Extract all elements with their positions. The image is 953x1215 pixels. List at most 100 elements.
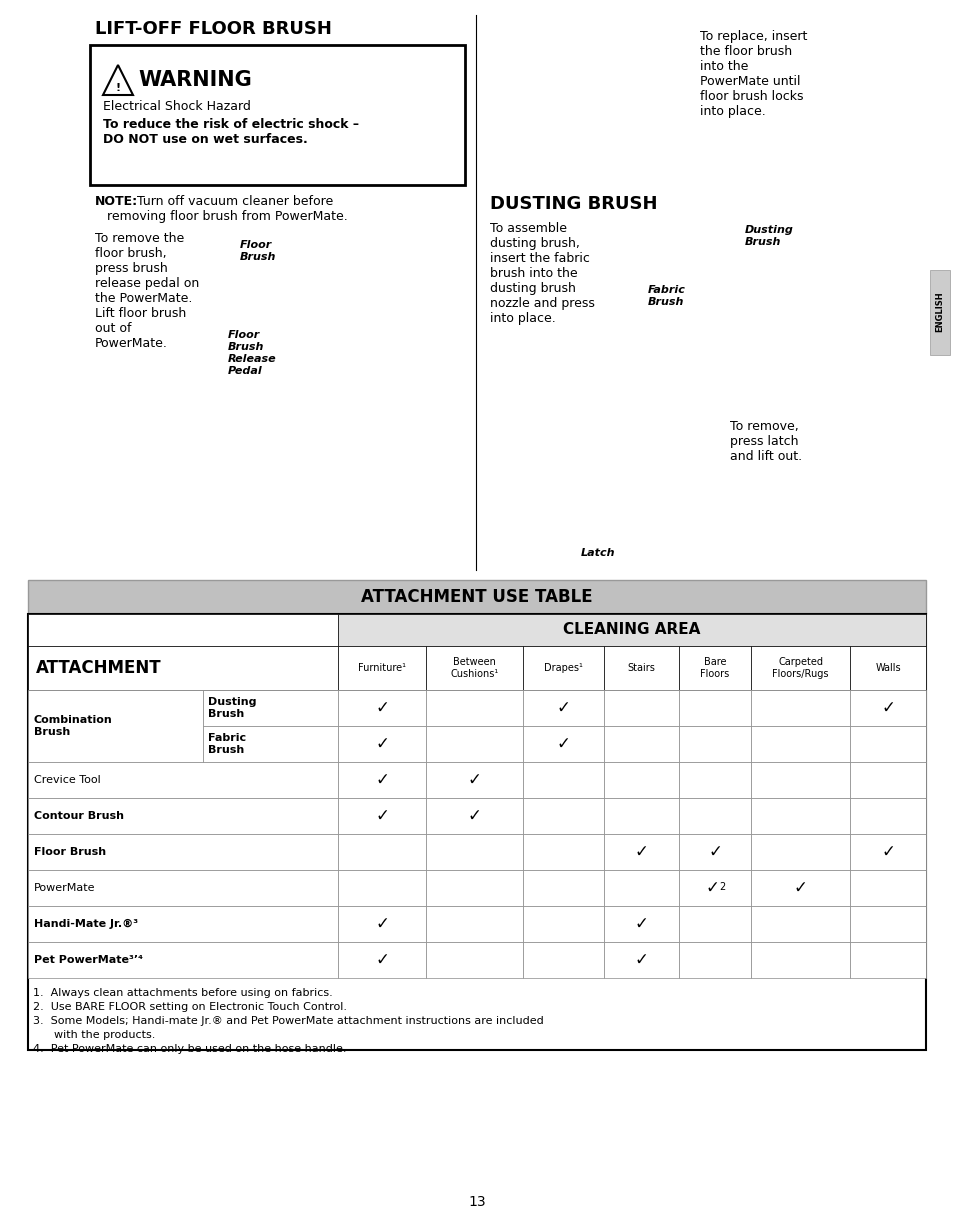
Text: Release: Release [228, 354, 276, 364]
Text: floor brush locks: floor brush locks [700, 90, 802, 103]
Bar [522, 690, 603, 727]
Bar [849, 942, 925, 978]
Bar [849, 762, 925, 798]
Bar [679, 870, 750, 906]
Bar [603, 906, 679, 942]
Text: ✓: ✓ [375, 951, 389, 970]
Text: into place.: into place. [700, 104, 765, 118]
Text: 2: 2 [719, 882, 724, 892]
Text: Fabric: Fabric [647, 286, 685, 295]
Text: Turn off vacuum cleaner before: Turn off vacuum cleaner before [132, 194, 333, 208]
Bar [849, 906, 925, 942]
Bar [603, 942, 679, 978]
Text: out of: out of [95, 322, 132, 335]
Text: ✓: ✓ [467, 772, 481, 789]
Bar [337, 614, 925, 646]
Text: 2.  Use BARE FLOOR setting on Electronic Touch Control.: 2. Use BARE FLOOR setting on Electronic … [33, 1002, 347, 1012]
Bar [603, 798, 679, 833]
Text: ENGLISH: ENGLISH [935, 292, 943, 333]
Bar [522, 798, 603, 833]
Bar [337, 798, 426, 833]
Text: Brush: Brush [208, 710, 244, 719]
Text: PowerMate until: PowerMate until [700, 75, 800, 87]
Bar [603, 762, 679, 798]
Bar [750, 762, 849, 798]
Bar [28, 614, 925, 1050]
Text: Between
Cushions¹: Between Cushions¹ [450, 657, 498, 679]
Text: into place.: into place. [490, 312, 556, 324]
Text: into the: into the [700, 60, 747, 73]
Text: ✓: ✓ [704, 878, 719, 897]
Text: DO NOT use on wet surfaces.: DO NOT use on wet surfaces. [103, 132, 308, 146]
Text: NOTE:: NOTE: [95, 194, 138, 208]
Bar [603, 833, 679, 870]
Text: press latch: press latch [729, 435, 798, 448]
Bar [337, 870, 426, 906]
Text: Brush: Brush [744, 237, 781, 247]
Text: Combination: Combination [34, 714, 112, 725]
Bar [522, 646, 603, 690]
Text: ✓: ✓ [467, 807, 481, 825]
Text: ✓: ✓ [707, 843, 721, 861]
Bar [426, 833, 522, 870]
Text: with the products.: with the products. [33, 1030, 155, 1040]
Bar [522, 727, 603, 762]
Text: CLEANING AREA: CLEANING AREA [562, 622, 700, 638]
Text: To replace, insert: To replace, insert [700, 30, 806, 43]
Bar [28, 870, 337, 906]
Bar [90, 45, 464, 185]
Text: ATTACHMENT: ATTACHMENT [36, 659, 161, 677]
Bar [337, 833, 426, 870]
Text: Dusting: Dusting [744, 225, 793, 234]
Text: dusting brush,: dusting brush, [490, 237, 579, 250]
Text: ✓: ✓ [634, 951, 648, 970]
Text: Lift floor brush: Lift floor brush [95, 307, 186, 320]
Text: To assemble: To assemble [490, 222, 566, 234]
Text: Furniture¹: Furniture¹ [357, 663, 406, 673]
Bar [679, 762, 750, 798]
Text: removing floor brush from PowerMate.: removing floor brush from PowerMate. [107, 210, 348, 224]
Text: Brush: Brush [647, 296, 683, 307]
Text: Walls: Walls [874, 663, 900, 673]
Bar [750, 906, 849, 942]
Bar [603, 727, 679, 762]
Bar [750, 942, 849, 978]
Bar [426, 762, 522, 798]
Text: LIFT-OFF FLOOR BRUSH: LIFT-OFF FLOOR BRUSH [95, 19, 332, 38]
Text: PowerMate.: PowerMate. [95, 337, 168, 350]
Bar [603, 870, 679, 906]
Text: To remove,: To remove, [729, 420, 798, 433]
Bar [750, 833, 849, 870]
Text: Fabric: Fabric [208, 733, 246, 744]
Bar [28, 690, 203, 762]
Text: To remove the: To remove the [95, 232, 184, 245]
Text: !: ! [115, 83, 120, 94]
Text: Brush: Brush [34, 727, 71, 738]
Text: ✓: ✓ [375, 915, 389, 933]
Bar [750, 690, 849, 727]
Text: Contour Brush: Contour Brush [34, 810, 124, 821]
Text: ✓: ✓ [634, 915, 648, 933]
Polygon shape [103, 64, 132, 95]
Bar [337, 727, 426, 762]
Text: 1.  Always clean attachments before using on fabrics.: 1. Always clean attachments before using… [33, 988, 333, 998]
Bar [28, 646, 337, 690]
Text: insert the fabric: insert the fabric [490, 252, 589, 265]
Text: Floor Brush: Floor Brush [34, 847, 106, 857]
Bar [28, 942, 337, 978]
Text: the floor brush: the floor brush [700, 45, 791, 58]
Bar [28, 833, 337, 870]
Text: 4.  Pet PowerMate can only be used on the hose handle.: 4. Pet PowerMate can only be used on the… [33, 1044, 346, 1053]
Text: Pedal: Pedal [228, 366, 262, 375]
Text: Carpeted
Floors/Rugs: Carpeted Floors/Rugs [772, 657, 828, 679]
Text: ✓: ✓ [793, 878, 806, 897]
Bar [679, 833, 750, 870]
Text: 13: 13 [468, 1196, 485, 1209]
Bar [750, 727, 849, 762]
Text: Brush: Brush [208, 745, 244, 755]
Text: ✓: ✓ [375, 772, 389, 789]
Bar [679, 906, 750, 942]
Text: ✓: ✓ [556, 735, 570, 753]
Text: Brush: Brush [228, 341, 264, 352]
Bar [750, 870, 849, 906]
